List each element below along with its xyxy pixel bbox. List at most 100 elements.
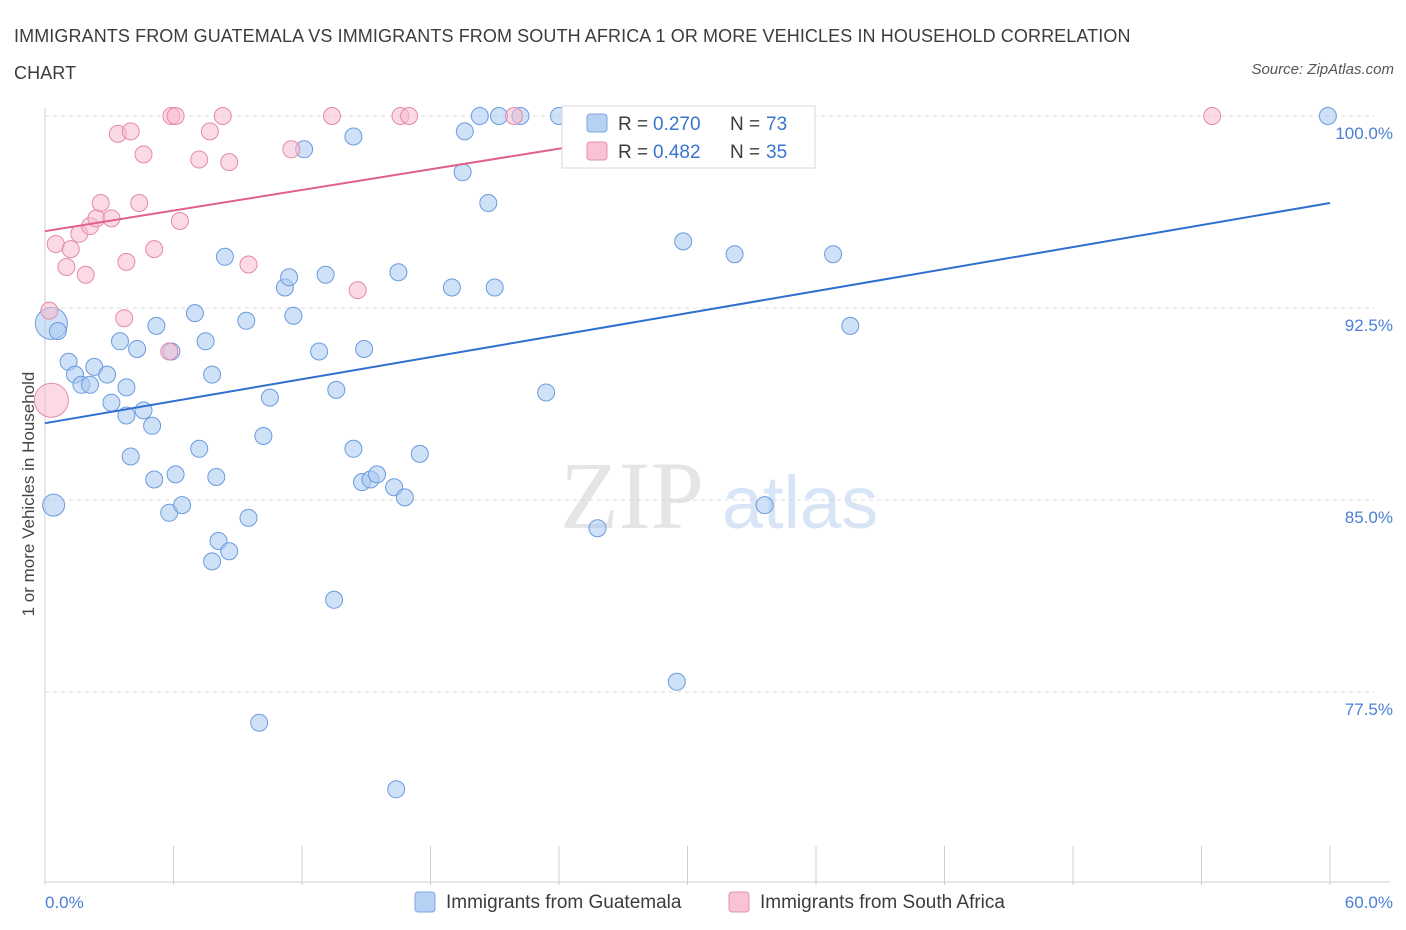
point-south-africa <box>76 265 95 284</box>
x-tick-labels: 0.0% 60.0% <box>45 893 1393 912</box>
point-guatemala <box>755 496 774 515</box>
point-south-africa <box>134 145 153 164</box>
point-south-africa <box>115 309 134 328</box>
y-tick-label: 77.5% <box>1345 700 1393 719</box>
watermark: ZIP atlas <box>560 442 878 549</box>
point-guatemala <box>387 780 406 799</box>
point-guatemala <box>537 383 556 402</box>
point-south-africa <box>166 107 185 125</box>
point-guatemala <box>190 439 209 458</box>
point-guatemala <box>667 672 686 691</box>
axes <box>44 108 1390 885</box>
legend-r-value-2: 0.482 <box>653 142 701 163</box>
point-guatemala <box>824 245 843 264</box>
point-south-africa <box>57 258 76 276</box>
point-guatemala <box>111 332 129 351</box>
point-south-africa <box>130 194 149 212</box>
point-guatemala <box>395 488 414 507</box>
point-guatemala <box>355 340 374 358</box>
point-guatemala <box>117 406 136 425</box>
point-guatemala <box>725 245 744 264</box>
point-south-africa <box>505 107 523 125</box>
point-guatemala <box>42 493 66 517</box>
point-south-africa <box>213 107 232 125</box>
point-guatemala <box>389 263 408 282</box>
point-guatemala <box>316 265 335 284</box>
point-south-africa <box>121 122 140 141</box>
series-legend-swatch-guatemala <box>414 891 436 913</box>
legend-swatch-guatemala <box>586 113 608 133</box>
legend-n-value-1: 73 <box>766 114 787 135</box>
point-south-africa <box>239 255 258 274</box>
y-tick-label: 85.0% <box>1345 508 1393 527</box>
point-south-africa <box>1203 107 1222 125</box>
legend-r-value-1: 0.270 <box>653 114 701 135</box>
point-south-africa <box>46 235 65 253</box>
point-guatemala <box>344 439 363 458</box>
point-south-africa <box>282 140 301 159</box>
point-guatemala <box>207 468 226 486</box>
point-south-africa <box>220 153 239 172</box>
legend-n-label-1: N = <box>730 114 760 135</box>
point-south-africa <box>102 209 121 228</box>
point-guatemala <box>215 247 234 266</box>
point-guatemala <box>479 194 498 212</box>
point-guatemala <box>48 322 67 340</box>
legend-n-label-2: N = <box>730 142 760 163</box>
point-south-africa <box>323 107 341 125</box>
point-south-africa <box>400 107 419 125</box>
point-guatemala <box>239 508 258 527</box>
chart-source: Source: ZipAtlas.com <box>1251 61 1394 78</box>
point-guatemala <box>166 465 185 484</box>
point-guatemala <box>203 365 222 384</box>
point-guatemala <box>1318 107 1337 125</box>
point-guatemala <box>121 447 140 466</box>
legend-n-value-2: 35 <box>766 142 787 163</box>
point-south-africa <box>40 301 59 320</box>
chart-title: IMMIGRANTS FROM GUATEMALA VS IMMIGRANTS … <box>14 26 1131 83</box>
y-tick-labels: 77.5% 85.0% 92.5% 100.0% <box>1335 124 1393 719</box>
point-guatemala <box>102 393 121 412</box>
point-guatemala <box>455 122 474 141</box>
y-tick-label: 92.5% <box>1345 316 1393 335</box>
point-south-africa <box>33 382 69 418</box>
data-points <box>33 107 1337 799</box>
point-guatemala <box>841 316 860 335</box>
point-guatemala <box>490 107 508 125</box>
series-legend-swatch-south-africa <box>728 891 750 913</box>
point-south-africa <box>145 240 164 259</box>
point-guatemala <box>128 340 147 358</box>
point-guatemala <box>284 306 303 325</box>
point-south-africa <box>91 194 110 212</box>
trend-line-guatemala <box>44 202 1331 425</box>
watermark-zip: ZIP <box>560 442 704 549</box>
point-south-africa <box>170 212 189 230</box>
point-guatemala <box>254 427 273 445</box>
gridlines <box>45 115 1375 693</box>
point-guatemala <box>237 311 256 330</box>
y-tick-label: 100.0% <box>1335 124 1393 143</box>
legend-r-label-1: R = <box>618 114 648 135</box>
point-south-africa <box>190 150 209 169</box>
y-axis-label: 1 or more Vehicles in Household <box>19 372 38 617</box>
point-guatemala <box>145 470 164 489</box>
series-legend-label-guatemala: Immigrants from Guatemala <box>446 892 682 913</box>
point-guatemala <box>442 278 461 297</box>
point-guatemala <box>250 713 269 732</box>
x-tick-label: 60.0% <box>1345 893 1393 912</box>
correlation-legend: R = 0.270 N = 73 R = 0.482 N = 35 <box>561 105 816 169</box>
point-guatemala <box>203 552 222 571</box>
point-guatemala <box>185 304 204 323</box>
point-guatemala <box>98 365 117 384</box>
point-guatemala <box>260 388 279 407</box>
point-guatemala <box>325 590 344 609</box>
point-guatemala <box>310 342 329 361</box>
series-legend-label-south-africa: Immigrants from South Africa <box>760 892 1005 913</box>
point-guatemala <box>588 519 607 538</box>
point-south-africa <box>200 122 219 141</box>
point-guatemala <box>470 107 489 125</box>
point-guatemala <box>147 316 166 335</box>
watermark-atlas: atlas <box>722 461 878 544</box>
x-tick-label: 0.0% <box>45 893 84 912</box>
point-guatemala <box>368 465 386 484</box>
